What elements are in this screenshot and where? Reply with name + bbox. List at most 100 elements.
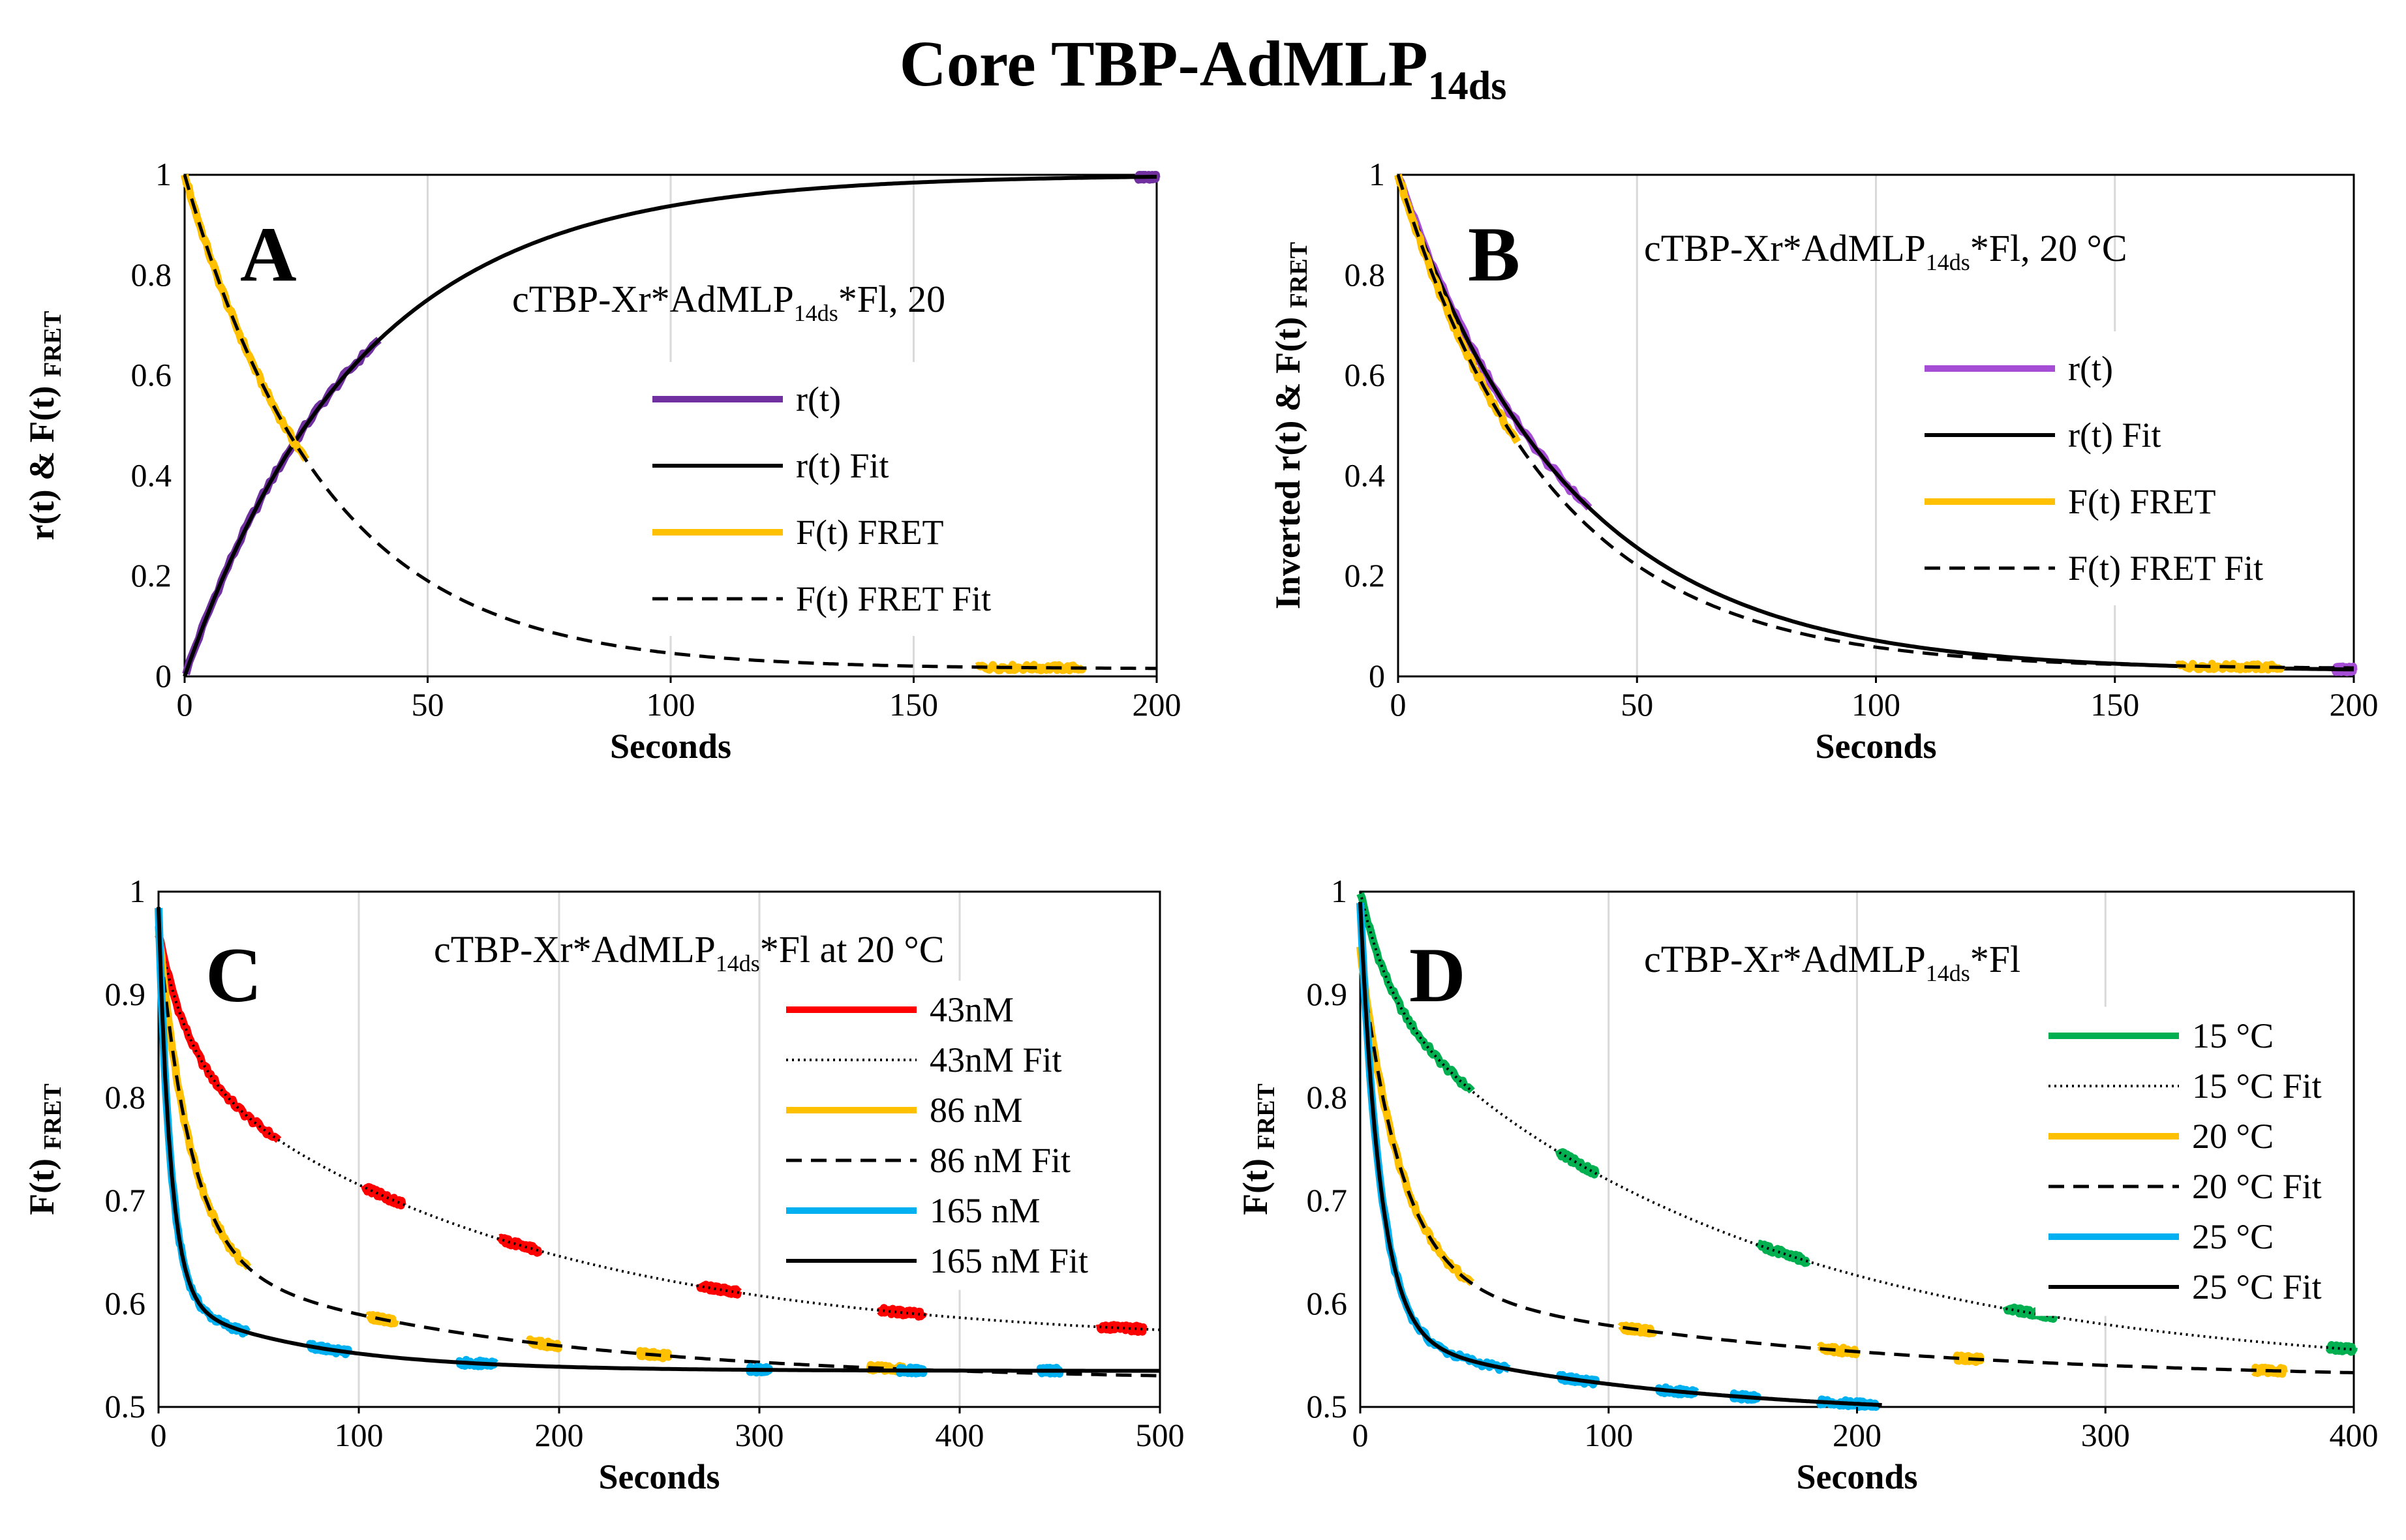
chart-b-annotation: cTBP-Xr*AdMLP14ds*Fl, 20 °C [1644, 227, 2127, 275]
chart-a-series-3-line [183, 174, 1157, 671]
chart-c-legend-label: 86 nM [930, 1091, 1023, 1130]
chart-c-series-0-segment [361, 1183, 406, 1210]
svg-text:r(t) & F(t) FRET: r(t) & F(t) FRET [22, 311, 66, 541]
chart-a-ylabel: r(t) & F(t) FRET [22, 311, 66, 541]
chart-b-ytick-label: 0.4 [1345, 457, 1386, 493]
chart-c-xtick-label: 300 [735, 1417, 784, 1453]
svg-text:Inverted r(t) & F(t) FRET: Inverted r(t) & F(t) FRET [1268, 242, 1312, 609]
chart-c-xtick-label: 400 [936, 1417, 984, 1453]
chart-a-annotation: cTBP-Xr*AdMLP14ds*Fl, 20 [512, 278, 945, 326]
chart-c-ytick-label: 0.8 [105, 1079, 146, 1115]
chart-d-series-3-line [1358, 948, 2354, 1374]
chart-b-xtick-label: 100 [1851, 686, 1900, 723]
chart-c-ytick-label: 0.5 [105, 1388, 146, 1425]
chart-a-ytick-label: 0.4 [131, 457, 172, 493]
chart-b-ytick-label: 0.2 [1345, 557, 1386, 594]
chart-c-xtick-label: 200 [535, 1417, 584, 1453]
chart-b-xtick-label: 150 [2090, 686, 2139, 723]
chart-d-legend-label: 20 °C Fit [2192, 1167, 2322, 1206]
chart-c-legend-label: 86 nM Fit [930, 1141, 1071, 1180]
chart-b-ytick-label: 0.8 [1345, 256, 1386, 293]
chart-b-xtick-label: 200 [2330, 686, 2379, 723]
chart-c-legend-label: 43nM Fit [930, 1040, 1062, 1080]
chart-d-xlabel: Seconds [1796, 1457, 1917, 1496]
chart-d-xtick-label: 200 [1833, 1417, 1881, 1453]
chart-a-legend-label: r(t) [796, 380, 841, 419]
chart-d-series-2-segment [2251, 1363, 2289, 1378]
chart-d-series-5-line [1358, 901, 1882, 1408]
chart-b: 0 50 100 150 200 0 0.2 0.4 0.6 0.8 1 Seconds Inverte… [1268, 156, 2378, 766]
chart-a-xtick-label: 50 [412, 686, 444, 723]
chart-d-ytick-label: 0.9 [1307, 976, 1348, 1012]
chart-d-panel-label: D [1409, 931, 1466, 1018]
svg-text:F(t) FRET: F(t) FRET [1236, 1083, 1279, 1215]
chart-d-ytick-label: 0.6 [1307, 1285, 1348, 1321]
chart-d-ytick-label: 0.5 [1307, 1388, 1348, 1425]
chart-a-xtick-label: 200 [1133, 686, 1181, 723]
chart-c: 0 100 200 300 400 500 0.5 0.6 0.7 0.8 0.9 1 Seconds F… [22, 873, 1184, 1496]
chart-c-panel-label: C [206, 931, 262, 1018]
chart-d-legend-label: 15 °C [2192, 1016, 2274, 1055]
chart-a-series-1-line [183, 175, 1157, 678]
chart-c-ytick-label: 0.7 [105, 1182, 146, 1218]
chart-b-xlabel: Seconds [1815, 727, 1936, 766]
figure-title-main: Core TBP-AdMLP [899, 27, 1428, 100]
chart-c-xtick-label: 100 [335, 1417, 384, 1453]
chart-b-legend-label: r(t) [2068, 349, 2113, 388]
figure-title: Core TBP-AdMLP14ds [0, 26, 2406, 110]
chart-d-legend-box [2035, 1006, 2336, 1316]
chart-b-xtick-label: 50 [1621, 686, 1653, 723]
chart-b-ytick-label: 0.6 [1345, 357, 1386, 393]
chart-d-series-0-segment [1754, 1239, 1811, 1267]
chart-d-legend-label: 25 °C [2192, 1217, 2274, 1256]
chart-a-ytick-label: 1 [155, 156, 172, 192]
chart-b-panel-label: B [1468, 211, 1520, 297]
chart-c-ytick-label: 0.6 [105, 1285, 146, 1321]
chart-b-legend-box [1911, 331, 2329, 605]
chart-a-xtick-label: 100 [647, 686, 695, 723]
chart-a-legend-label: F(t) FRET [796, 513, 944, 552]
chart-b-xtick-label: 0 [1390, 686, 1407, 723]
chart-d-legend-label: 20 °C [2192, 1117, 2274, 1156]
chart-a-ytick-label: 0.2 [131, 557, 172, 594]
chart-c-series-2-segment [635, 1347, 673, 1363]
chart-c-series-0-segment [876, 1304, 928, 1321]
chart-b-legend-label: F(t) FRET Fit [2068, 549, 2263, 588]
chart-b-ylabel: Inverted r(t) & F(t) FRET [1268, 242, 1312, 609]
chart-d-xtick-label: 400 [2330, 1417, 2379, 1453]
chart-d-ylabel: F(t) FRET [1236, 1083, 1279, 1215]
chart-d-xtick-label: 100 [1584, 1417, 1633, 1453]
chart-c-xtick-label: 0 [151, 1417, 167, 1453]
chart-c-series-0-segment [495, 1233, 543, 1257]
chart-d-ytick-label: 0.7 [1307, 1182, 1348, 1218]
chart-d-xtick-label: 300 [2081, 1417, 2130, 1453]
chart-c-frame [157, 890, 1161, 1408]
chart-d-legend-label: 25 °C Fit [2192, 1267, 2322, 1306]
chart-b-legend-label: r(t) Fit [2068, 415, 2161, 455]
chart-a-xlabel: Seconds [610, 727, 731, 766]
chart-a-xtick-label: 0 [177, 686, 193, 723]
chart-c-xtick-label: 500 [1136, 1417, 1185, 1453]
chart-a-legend-label: r(t) Fit [796, 446, 889, 485]
chart-a-series-2-segment [975, 661, 1088, 674]
chart-d-legend: 15 °C 15 °C Fit 20 °C 20 °C Fit 25 °C 25 °C F… [2035, 1006, 2336, 1316]
chart-c-ylabel: F(t) FRET [22, 1083, 66, 1215]
chart-d-legend-label: 15 °C Fit [2192, 1066, 2322, 1106]
chart-c-legend-box [773, 980, 1145, 1290]
chart-c-legend-label: 43nM [930, 990, 1014, 1029]
chart-c-series-5-line [157, 907, 1160, 1373]
chart-d-annotation: cTBP-Xr*AdMLP14ds*Fl [1644, 938, 2020, 986]
chart-a-ytick-label: 0 [155, 657, 172, 694]
chart-c-series-4-segment [1036, 1363, 1064, 1378]
chart-d: 0 100 200 300 400 0.5 0.6 0.7 0.8 0.9 1 Seconds F(t)… [1236, 873, 2378, 1496]
chart-c-legend: 43nM 43nM Fit 86 nM 86 nM Fit 165 nM 165 nM F… [773, 980, 1145, 1290]
chart-a-series-0-segment [182, 337, 382, 676]
chart-c-series-0-segment [155, 933, 282, 1143]
chart-d-ytick-label: 1 [1331, 873, 1347, 909]
chart-a-legend-box [639, 362, 1050, 636]
chart-b-ytick-label: 1 [1369, 156, 1385, 192]
svg-text:F(t) FRET: F(t) FRET [22, 1083, 66, 1215]
chart-b-legend-label: F(t) FRET [2068, 482, 2216, 521]
figure-title-subscript: 14ds [1427, 64, 1507, 108]
